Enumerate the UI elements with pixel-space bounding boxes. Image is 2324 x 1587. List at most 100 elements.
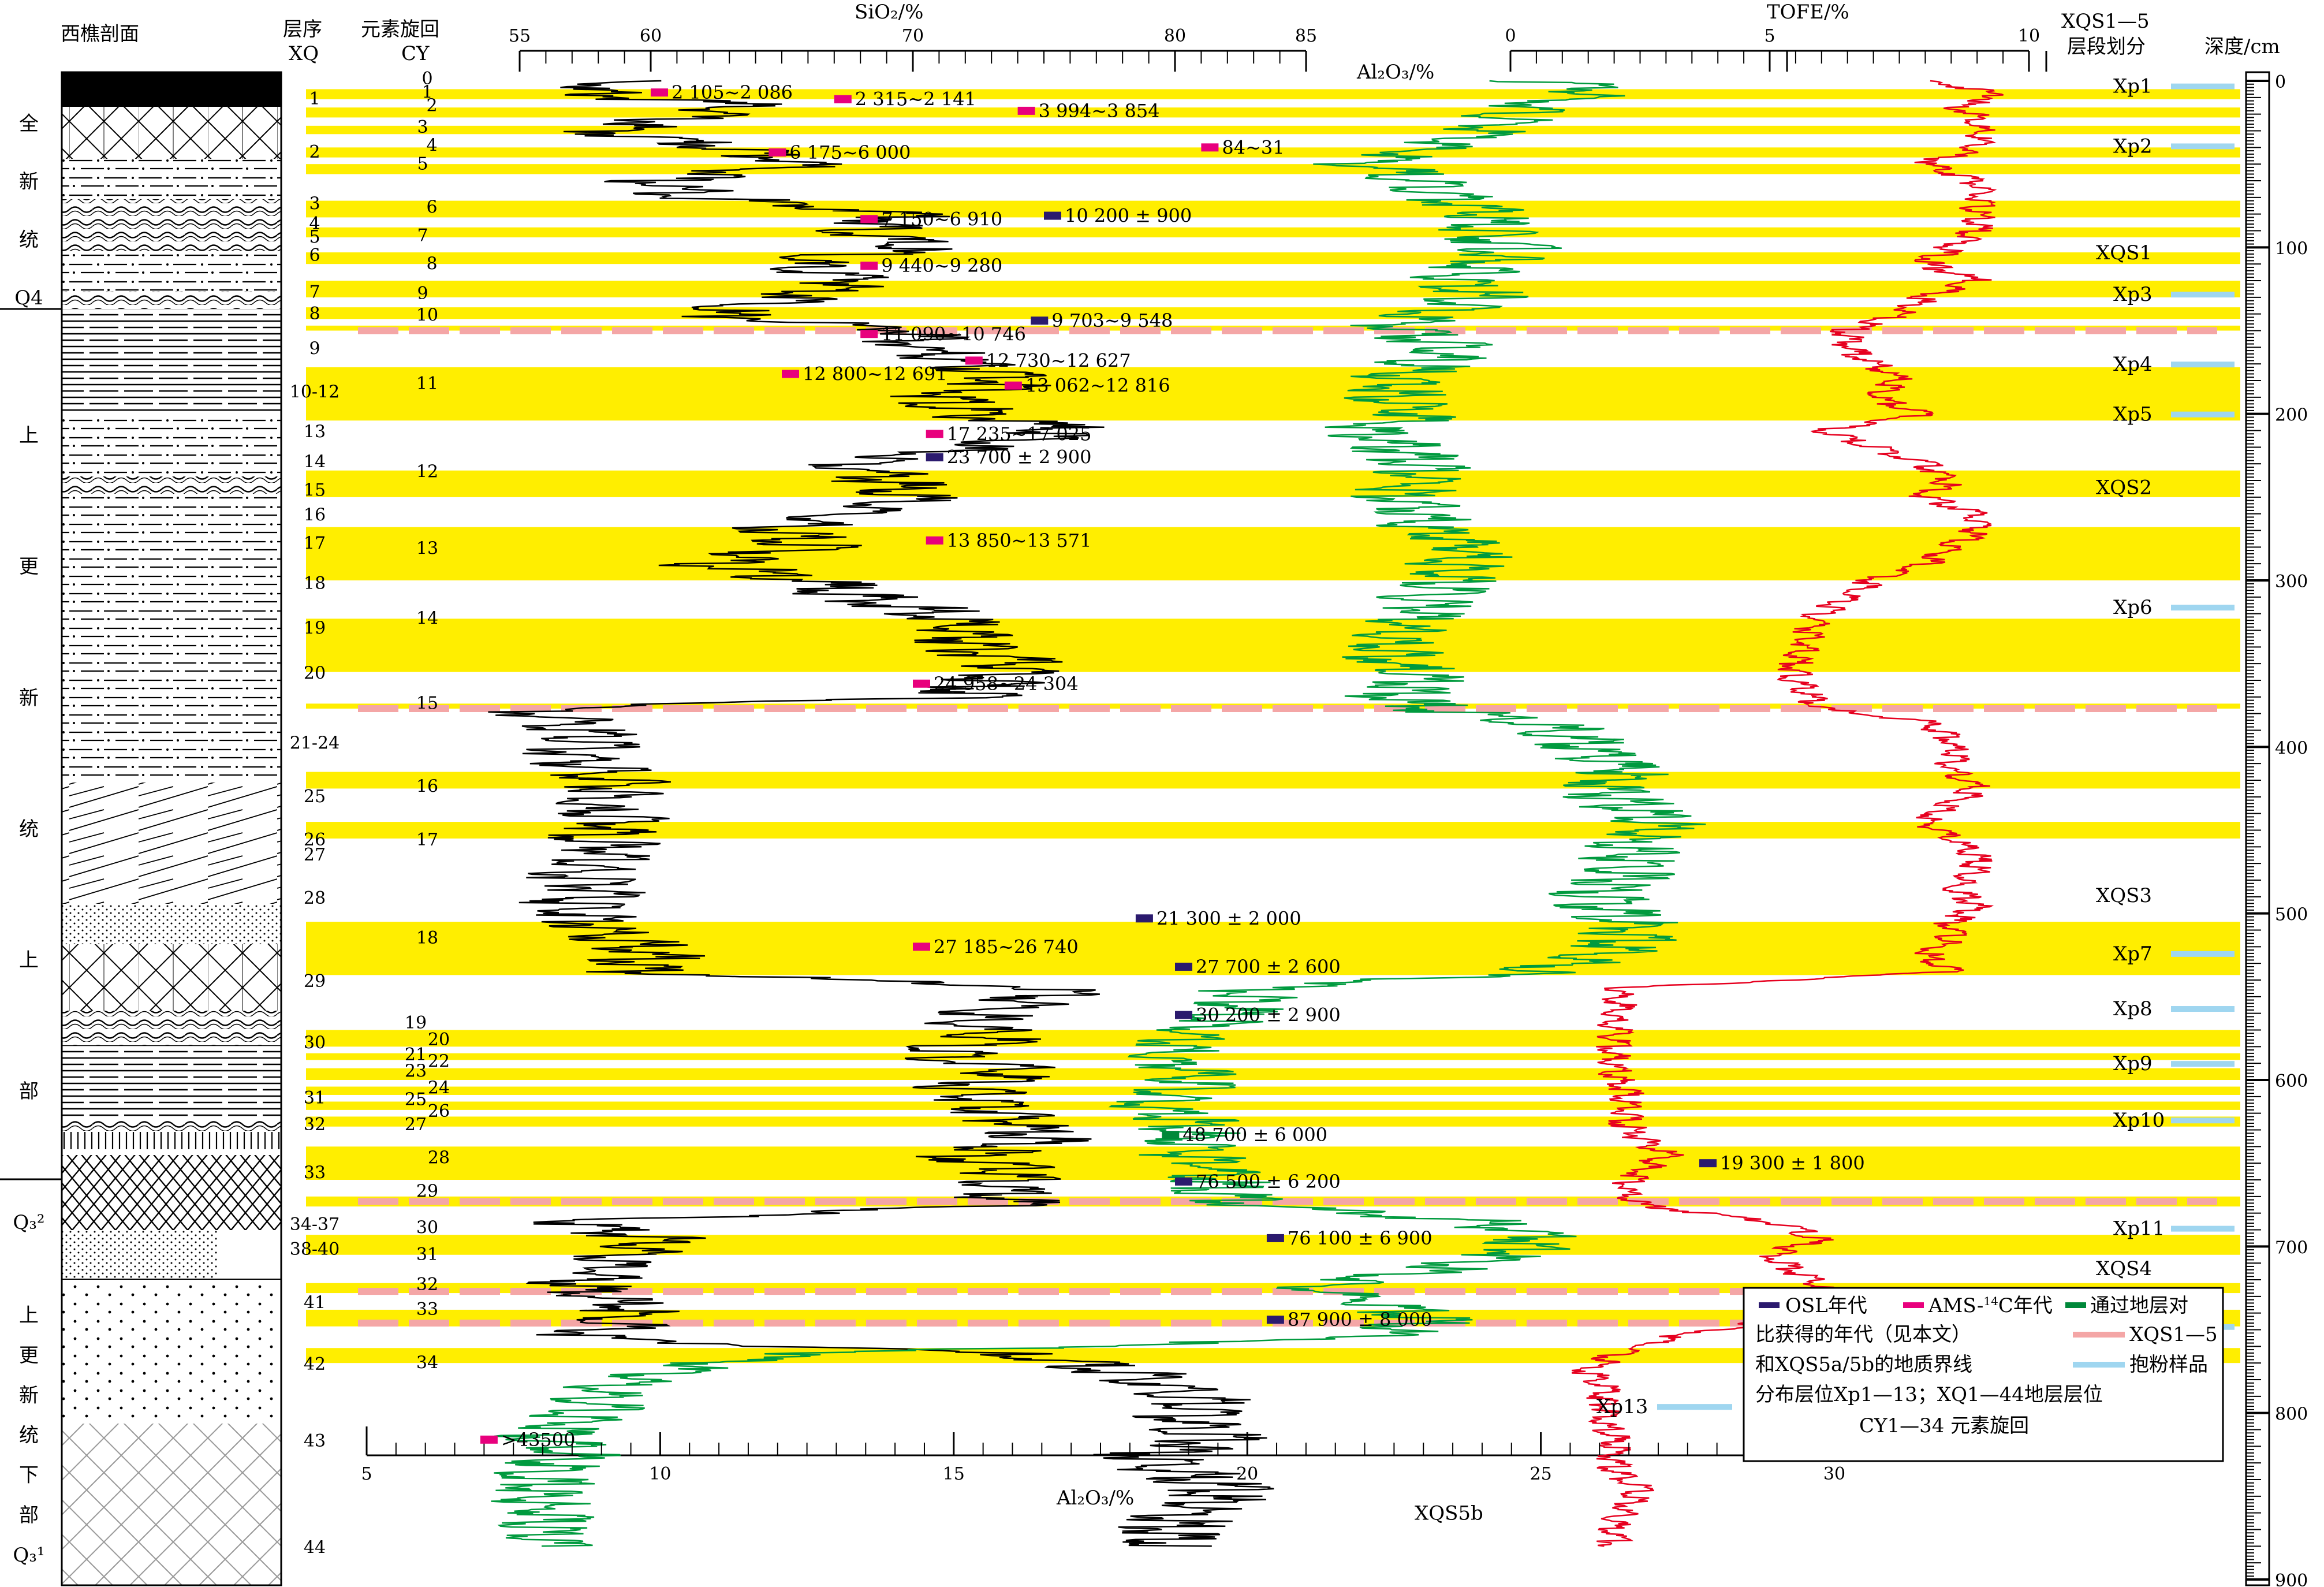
yellow-band [306, 1146, 2240, 1180]
yellow-band [306, 1068, 2240, 1080]
yellow-band [306, 1101, 2240, 1110]
litho-q32-clay-3 [62, 1045, 281, 1120]
cycle-label: 30 [416, 1218, 438, 1238]
age-marker-ams [926, 430, 943, 438]
legend-ams-superscript: 14 [1983, 1294, 1998, 1308]
pollen-sample-bar [2171, 605, 2235, 611]
cycle-label: 24 [428, 1078, 450, 1098]
al2o3-bottom-tick-label: 5 [361, 1464, 372, 1484]
stratigraphic-unit-char: 新 [19, 1384, 39, 1407]
age-marker-osl [1135, 914, 1153, 923]
age-marker-osl [1699, 1159, 1717, 1168]
stratigraphic-unit-char: Q4 [14, 286, 43, 310]
depth-tick-label: 200 [2275, 405, 2308, 426]
pollen-sample-label: Xp5 [2113, 403, 2153, 426]
cycle-label: 0 [421, 69, 432, 89]
litho-q32-silt [62, 413, 281, 476]
age-label: 11 090~10 746 [881, 323, 1026, 345]
cycle-label: 15 [416, 693, 438, 713]
layer-label: 38-40 [290, 1239, 340, 1260]
stratigraphic-unit-char: 部 [19, 1504, 39, 1527]
layer-label: 27 [304, 845, 326, 865]
pollen-samples: Xp1Xp2Xp3Xp4Xp5Xp6Xp7Xp8Xp9Xp10Xp11Xp12X… [1596, 75, 2235, 1418]
age-label: 27 700 ± 2 600 [1196, 956, 1341, 978]
age-marker-ams [834, 95, 852, 103]
stratigraphic-unit-char: 上 [19, 1304, 39, 1327]
litho-q32-wavy [62, 476, 281, 494]
top-axis-tick-label: 85 [1295, 26, 1317, 46]
yellow-band [306, 922, 2240, 975]
stratigraphic-unit-char: 统 [19, 229, 39, 252]
pollen-sample-bar [2171, 951, 2235, 957]
age-marker-osl [1266, 1234, 1284, 1242]
layer-label: 31 [304, 1088, 326, 1108]
cycle-label: 17 [416, 830, 438, 850]
al2o3-bottom-tick-label: 15 [943, 1464, 965, 1484]
al2o3-bottom-tick-label: 20 [1236, 1464, 1258, 1484]
cycle-label: 14 [416, 608, 438, 628]
stratigraphic-unit-char: 下 [19, 1464, 39, 1487]
cycle-label: 10 [416, 306, 438, 326]
axis-ticks: 55 60 70 80 85 0 5 105 10 15 20 25 30 [361, 26, 2047, 1484]
layer-label: 19 [304, 619, 326, 639]
layer-label: 6 [309, 245, 320, 266]
legend: OSL年代 AMS-14C年代 通过地层对 比获得的年代（见本文） XQS1—5… [1743, 1287, 2224, 1462]
pollen-sample-bar [2171, 143, 2235, 150]
series-line-al2o3 [491, 80, 1706, 1547]
yellow-band [306, 527, 2240, 580]
pollen-sample-bar [2171, 1061, 2235, 1067]
age-markers: 2 105~2 086 2 315~2 141 3 994~3 854 6 175~6… [480, 81, 1865, 1451]
age-marker-osl [1175, 1177, 1192, 1186]
section-header: 西樵剖面 [61, 23, 139, 46]
litho-q32-fine-sand [62, 904, 281, 944]
age-marker-ams [1201, 143, 1219, 152]
age-marker-ams [769, 148, 786, 157]
legend-ams-suffix: C年代 [1998, 1294, 2053, 1317]
legend-strat-label: 通过地层对 [2090, 1294, 2188, 1317]
stratigraphic-unit-char: 统 [19, 818, 39, 841]
depth-tick-label: 300 [2275, 572, 2308, 592]
stratigraphic-unit-char: 上 [19, 949, 39, 972]
pollen-sample-label: Xp2 [2113, 135, 2153, 158]
pollen-sample-bar [1657, 1404, 1732, 1410]
top-axis-tick-label: 5 [1764, 26, 1775, 46]
lithology-column [61, 71, 282, 1586]
litho-q32-wavy-4 [62, 1120, 281, 1132]
stratigraphic-unit-char: 全 [19, 112, 39, 135]
litho-holocene-wavy [62, 199, 281, 251]
age-marker-osl [1266, 1316, 1284, 1324]
litho-q32-wavy-3 [62, 1011, 281, 1045]
legend-ams-prefix: AMS- [1928, 1294, 1983, 1317]
age-marker-ams [860, 330, 878, 338]
cycle-label: 32 [416, 1275, 438, 1295]
stratigraphic-unit-char: 更 [19, 1344, 39, 1367]
cycle-label: 8 [426, 254, 437, 274]
litho-q31-dots [62, 1285, 281, 1424]
cycle-header: 元素旋回 [361, 18, 439, 41]
cycle-label: 1 [421, 82, 432, 102]
age-label: 6 175~6 000 [789, 141, 911, 163]
age-label: 48 700 ± 6 000 [1182, 1124, 1327, 1146]
litho-holocene-silt-2 [62, 251, 281, 292]
cycle-label: 34 [416, 1353, 438, 1373]
age-marker-osl [1031, 316, 1049, 325]
cycle-label: 18 [416, 928, 438, 948]
pollen-sample-label: Xp8 [2113, 997, 2153, 1020]
pollen-sample-bar [2171, 362, 2235, 368]
layer-label: 20 [304, 664, 326, 684]
yellow-band [306, 107, 2240, 118]
stratigraphic-unit-char: 统 [19, 1424, 39, 1447]
legend-strat-swatch [2065, 1302, 2086, 1308]
yellow-band [306, 1053, 2240, 1060]
layer-label: 28 [304, 888, 326, 908]
layer-label: 32 [304, 1115, 326, 1135]
pollen-sample-label: Xp11 [2113, 1217, 2165, 1240]
cycle-label: 27 [405, 1115, 427, 1135]
layer-labels: 12345678910-12131415161718192021-2425262… [290, 89, 340, 1558]
cycle-label: 5 [417, 154, 428, 174]
top-axis-tick-label: 60 [640, 26, 662, 46]
litho-holocene-soil [62, 107, 281, 159]
